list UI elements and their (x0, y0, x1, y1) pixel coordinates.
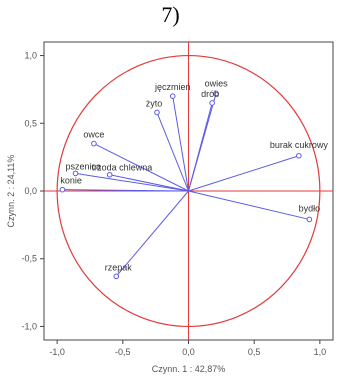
vector-line (188, 190, 310, 220)
x-tick-label: 0,5 (248, 347, 261, 357)
vector-line (188, 102, 213, 192)
vector-line (156, 112, 189, 192)
vector-point (106, 171, 113, 178)
vector-point (154, 109, 160, 116)
vector-point (59, 186, 66, 193)
vector-label: żyto (146, 98, 163, 108)
vector-point (169, 93, 176, 99)
y-tick-label: 1,0 (24, 51, 37, 61)
vector-point (209, 100, 215, 106)
y-tick-label: -0,5 (21, 254, 37, 264)
x-tick-label: -1,0 (49, 347, 65, 357)
x-tick-label: 0,0 (182, 347, 195, 357)
vector-label: trzoda chlewna (92, 163, 153, 173)
vector-label: jęczmień (154, 82, 191, 92)
y-tick-label: 0,0 (24, 186, 37, 196)
vector-point (72, 170, 79, 177)
vector-line (172, 96, 189, 192)
x-tick-label: 1,0 (314, 347, 327, 357)
y-axis-title: Czynn. 2 : 24,11% (6, 155, 16, 228)
vector-label: pszenica (66, 161, 102, 171)
vector-point (213, 90, 219, 97)
x-tick-label: -0,5 (115, 347, 131, 357)
vector-line (75, 172, 189, 192)
vector-label: rzepak (105, 262, 133, 272)
vector-label: konie (60, 176, 82, 186)
x-axis-title: Czynn. 1 : 42,87% (152, 364, 226, 374)
vector-label: burak cukrowy (270, 140, 329, 150)
vector-line (188, 155, 299, 192)
vector-label: owce (83, 130, 104, 140)
unit-circle (56, 54, 321, 328)
panel-label: 7) (161, 2, 180, 27)
y-tick-label: 0,5 (24, 118, 37, 128)
vector-point (306, 216, 313, 223)
y-tick-label: -1,0 (21, 321, 37, 331)
vector-label: drób (201, 89, 219, 99)
vector-line (109, 174, 189, 192)
vector-line (93, 143, 189, 192)
vector-point (296, 152, 302, 159)
plot-area: -1,0 -0,5 0,0 0,5 1,0 1,0 0,5 0,0 -0,5 -1,0 Czynn.… (6, 41, 334, 374)
vector-label: bydło (299, 203, 321, 213)
vector-point (113, 273, 120, 280)
vector-line (115, 190, 189, 277)
vector-label: owies (205, 78, 229, 88)
vector-point (91, 140, 97, 147)
vector-line (62, 189, 189, 192)
